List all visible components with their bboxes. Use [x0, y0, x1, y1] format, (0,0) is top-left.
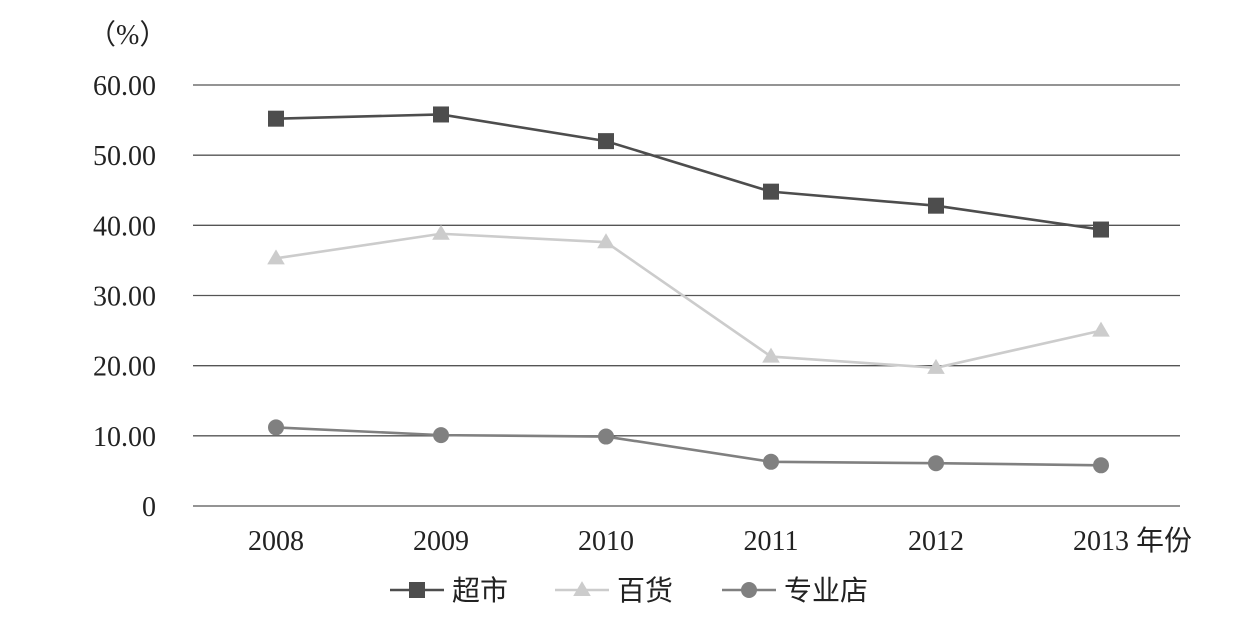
x-tick-label: 2009	[413, 526, 469, 557]
series-group	[267, 106, 1110, 474]
series-line	[275, 232, 1102, 370]
data-point	[928, 455, 944, 472]
series-百货	[267, 224, 1110, 374]
data-point	[1093, 457, 1109, 474]
y-tick-label: 50.00	[93, 141, 156, 172]
data-point	[1092, 321, 1110, 337]
x-tick-label: 2013	[1073, 526, 1129, 557]
x-tick-label: 2008	[248, 526, 304, 557]
y-tick-label: 30.00	[93, 282, 156, 313]
data-point	[928, 197, 944, 214]
x-tick-label: 2011	[744, 526, 799, 557]
data-point	[267, 249, 285, 265]
legend: 超市 百货 专业店	[390, 574, 868, 607]
data-point	[268, 419, 284, 436]
data-point	[598, 133, 614, 150]
data-point	[597, 233, 615, 249]
data-point	[927, 358, 945, 374]
series-line	[275, 113, 1102, 231]
legend-label: 百货	[617, 574, 673, 607]
data-point	[433, 106, 449, 123]
data-point	[762, 347, 780, 363]
legend-label: 专业店	[784, 574, 868, 607]
data-point	[268, 110, 284, 127]
legend-marker	[409, 582, 425, 598]
y-axis-unit-label: （%）	[88, 19, 167, 51]
x-tick-label: 2010	[578, 526, 634, 557]
series-专业店	[268, 419, 1109, 474]
data-point	[433, 427, 449, 444]
y-tick-label: 10.00	[93, 422, 156, 453]
legend-marker	[741, 582, 757, 598]
x-axis-unit-label: 年份	[1136, 525, 1192, 557]
data-point	[432, 224, 450, 240]
data-point	[1093, 221, 1109, 238]
data-point	[763, 453, 779, 470]
data-point	[763, 183, 779, 200]
y-tick-label: 60.00	[93, 71, 156, 102]
gridlines	[193, 84, 1180, 507]
y-tick-label: 20.00	[93, 352, 156, 383]
legend-marker	[573, 581, 591, 597]
y-tick-label: 40.00	[93, 211, 156, 242]
y-axis-ticks: 0 10.00 20.00 30.00 40.00 50.00 60.00	[93, 71, 156, 523]
legend-item: 专业店	[722, 574, 868, 607]
legend-item: 超市	[390, 574, 508, 607]
series-line	[275, 426, 1102, 467]
legend-label: 超市	[452, 574, 508, 607]
x-tick-label: 2012	[908, 526, 964, 557]
x-axis-ticks: 2008 2009 2010 2011 2012 2013	[248, 526, 1129, 557]
y-tick-label: 0	[142, 492, 156, 523]
legend-item: 百货	[555, 574, 673, 607]
series-超市	[268, 106, 1109, 238]
data-point	[598, 428, 614, 445]
